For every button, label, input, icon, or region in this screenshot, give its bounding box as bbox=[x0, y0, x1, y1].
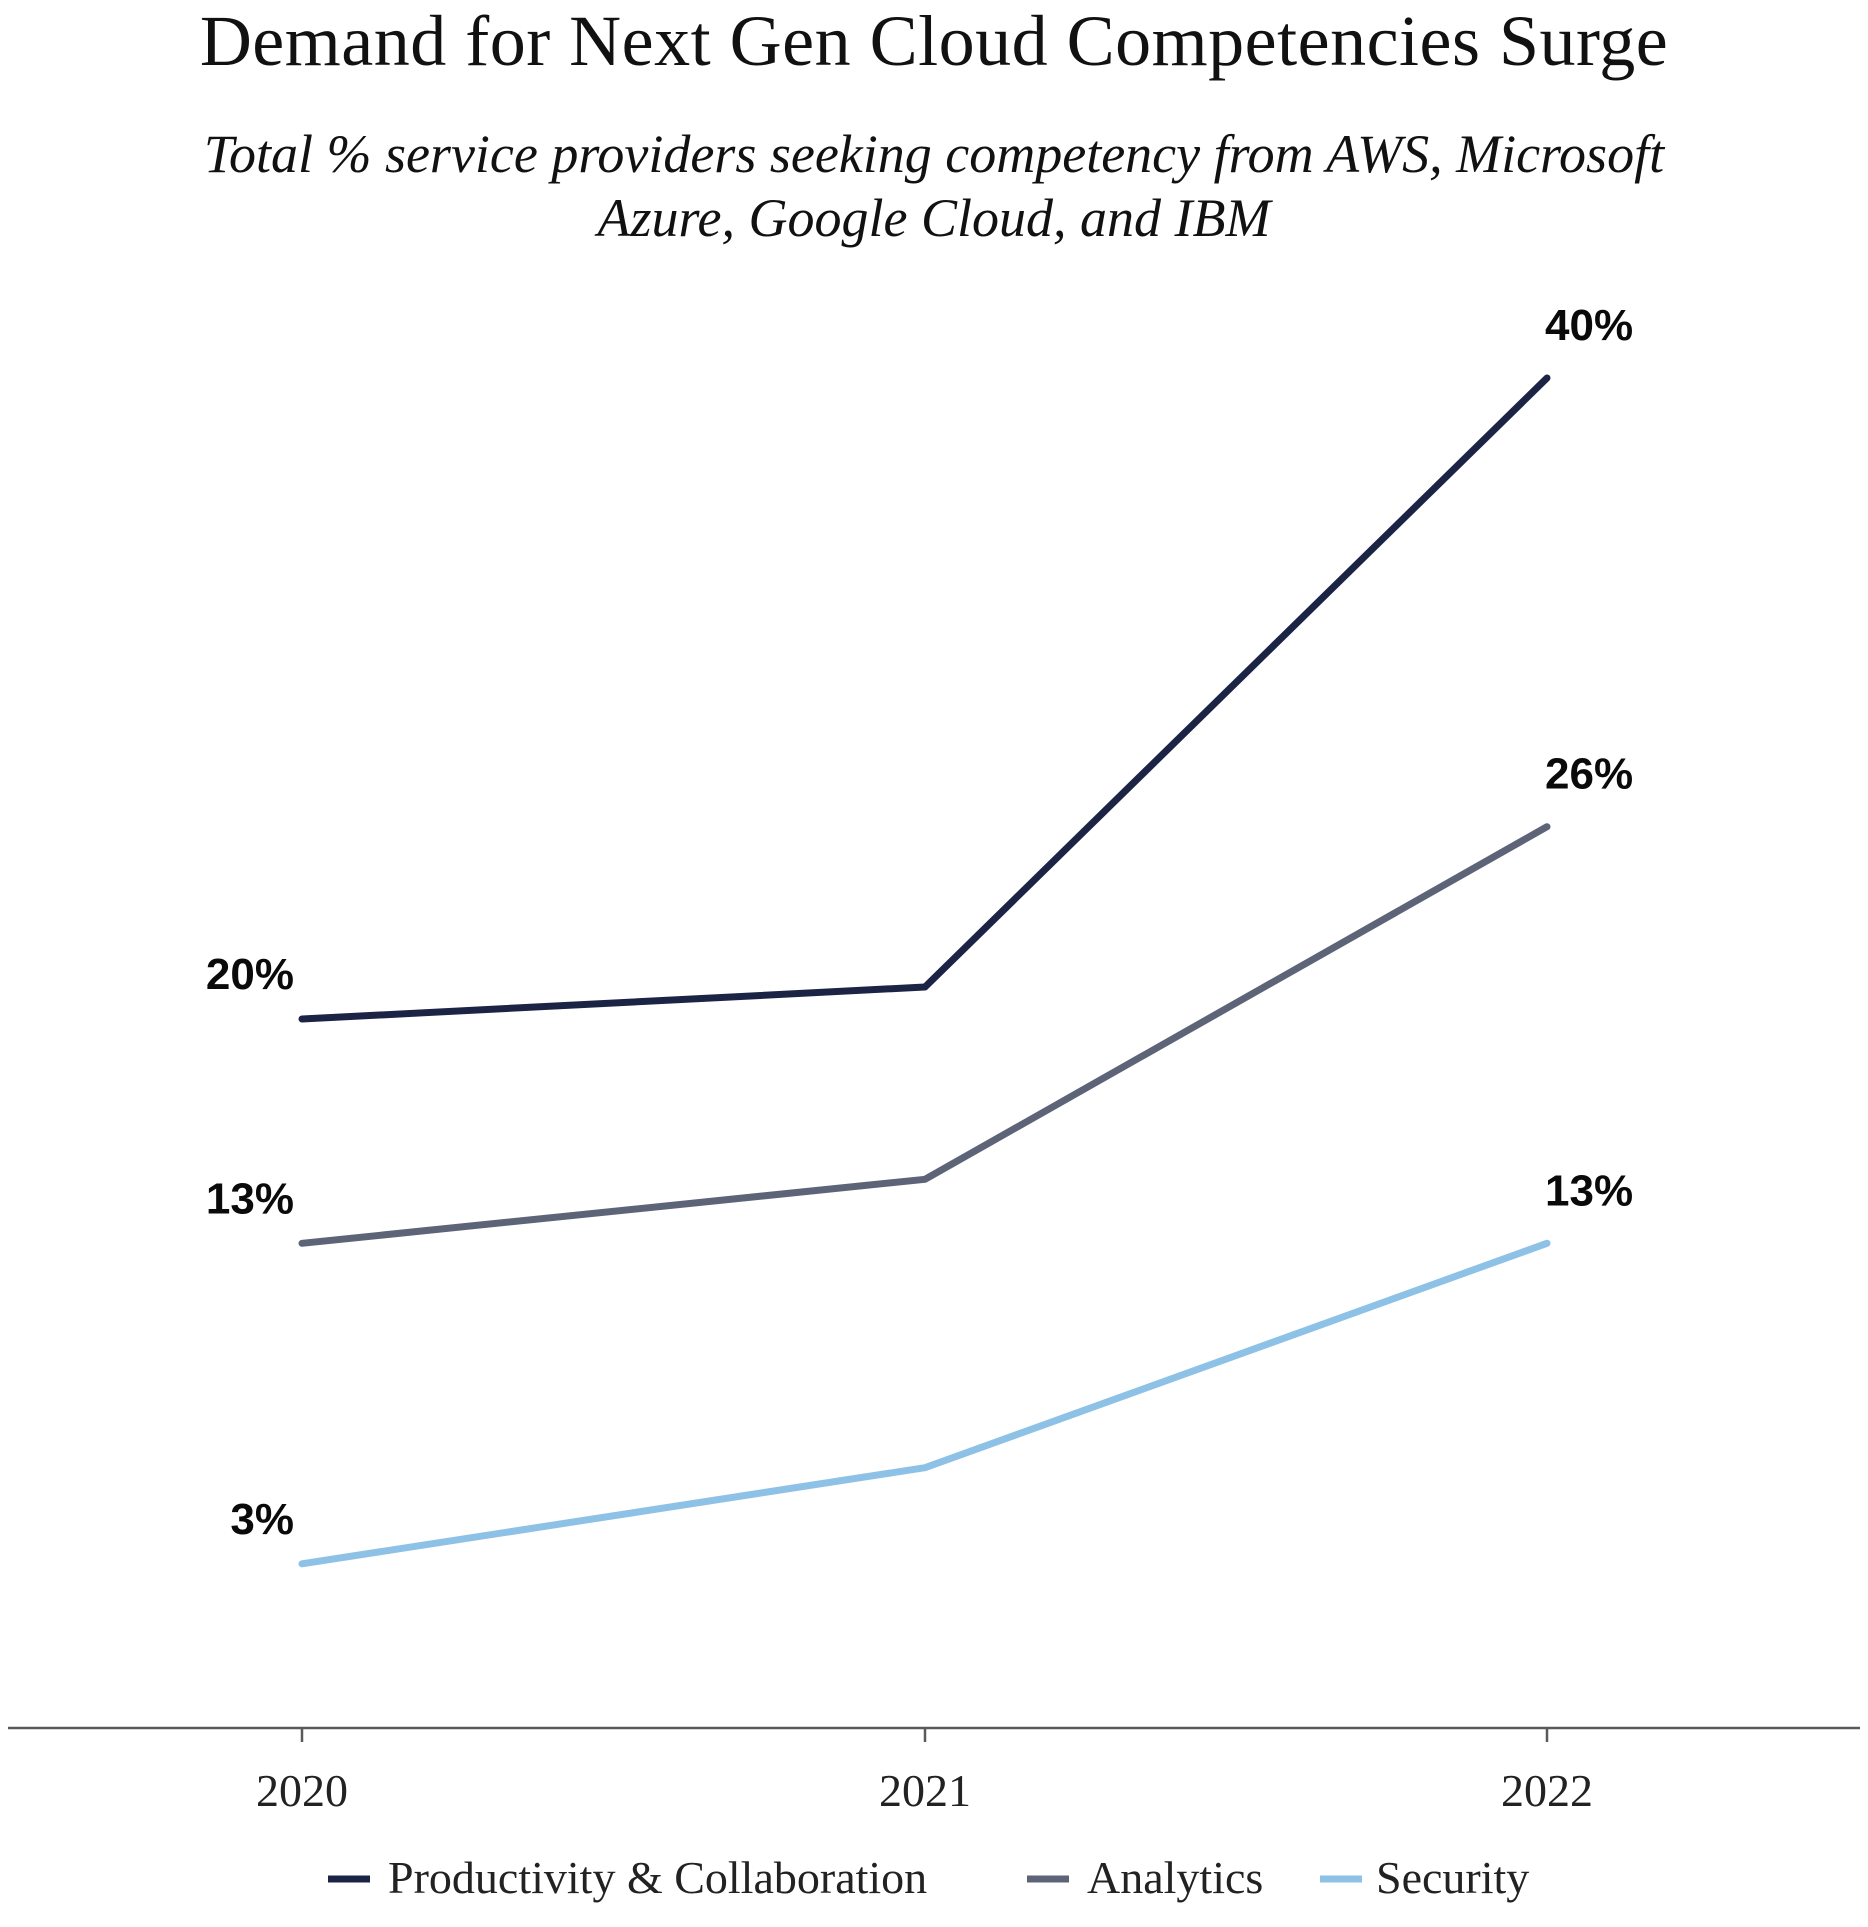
series-line-1 bbox=[298, 823, 1551, 1247]
x-tick-label: 2020 bbox=[256, 1765, 348, 1816]
x-axis bbox=[8, 1726, 1860, 1742]
data-label: 3% bbox=[230, 1495, 294, 1544]
legend-label: Productivity & Collaboration bbox=[388, 1852, 927, 1903]
x-tick-labels: 2020 2021 2022 bbox=[256, 1765, 1593, 1816]
data-label: 13% bbox=[206, 1174, 294, 1223]
chart-title: Demand for Next Gen Cloud Competencies S… bbox=[199, 1, 1669, 81]
series-line-2 bbox=[298, 1239, 1551, 1568]
series-lines bbox=[298, 374, 1551, 1568]
data-labels: 20% 40% 13% 26% 3% 13% bbox=[206, 301, 1633, 1544]
data-label: 26% bbox=[1545, 750, 1633, 799]
legend-label: Security bbox=[1376, 1852, 1529, 1903]
legend-label: Analytics bbox=[1087, 1852, 1263, 1903]
data-label: 40% bbox=[1545, 301, 1633, 350]
series-line-0 bbox=[298, 374, 1551, 1023]
x-tick-label: 2022 bbox=[1501, 1765, 1593, 1816]
data-label: 20% bbox=[206, 950, 294, 999]
chart-subtitle: Total % service providers seeking compet… bbox=[203, 124, 1665, 248]
legend: Productivity & Collaboration Analytics Sec… bbox=[328, 1852, 1529, 1903]
data-label: 13% bbox=[1545, 1166, 1633, 1215]
x-tick-label: 2021 bbox=[879, 1765, 971, 1816]
